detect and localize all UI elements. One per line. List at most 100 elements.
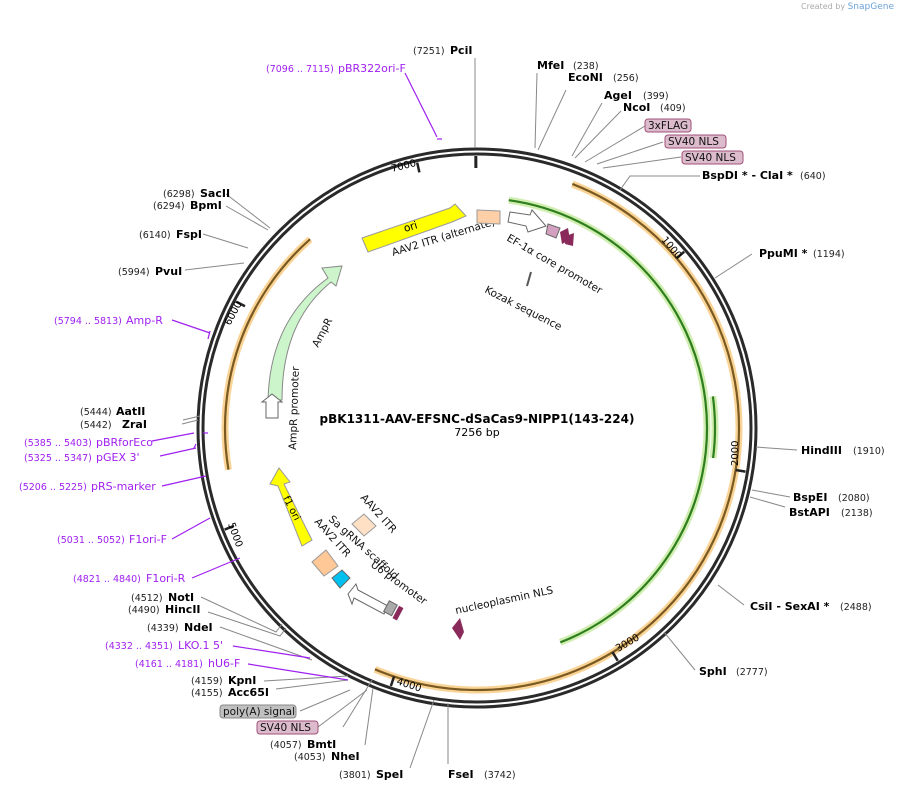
enzyme-fsei[interactable]: FseI: [448, 768, 474, 781]
enzyme-hincii[interactable]: HincII: [165, 603, 201, 616]
aav2-itr-alt[interactable]: [476, 209, 501, 225]
enzyme-pos: (5444): [80, 407, 112, 418]
enzyme-bmti[interactable]: BmtI: [307, 738, 336, 751]
ori-arrow[interactable]: [361, 203, 467, 253]
tick-2000: 2000: [730, 441, 741, 466]
polya-box[interactable]: [219, 704, 297, 719]
ampr-arc[interactable]: [223, 238, 311, 470]
enzyme-sphi[interactable]: SphI: [699, 665, 727, 678]
kozak-label: Kozak sequence: [483, 284, 564, 333]
enzyme-ndei[interactable]: NdeI: [184, 621, 213, 634]
enzyme-hindiii[interactable]: HindIII: [801, 444, 842, 457]
enzyme-pvui[interactable]: PvuI: [155, 265, 182, 278]
enzyme-agei[interactable]: AgeI: [604, 89, 632, 102]
nucleoplasmin-label: nucleoplasmin NLS: [454, 584, 555, 617]
dsacas9-arc[interactable]: [508, 199, 709, 644]
enzyme-mfei[interactable]: MfeI: [537, 59, 564, 72]
polya-label: poly(A) signal: [223, 706, 295, 718]
tick-mark-2000: [735, 468, 746, 473]
enzyme-csii-sexai[interactable]: CsiI - SexAI *: [750, 600, 830, 613]
primer-hu6-f[interactable]: hU6-F: [208, 657, 240, 670]
ampr-arrow[interactable]: [267, 265, 343, 401]
tick-mark-4000: [389, 676, 396, 687]
enzyme-pos: (6294): [153, 201, 185, 212]
sv40-nls-box-3[interactable]: [256, 720, 319, 735]
enzyme-pos: (4512): [131, 593, 163, 604]
enzyme-pos: (399): [643, 91, 669, 102]
enzyme-pos: (6298): [163, 189, 195, 200]
primer-f1ori-r[interactable]: F1ori-R: [146, 572, 186, 585]
tick-1000: 1000: [659, 235, 684, 262]
enzyme-spei[interactable]: SpeI: [376, 768, 403, 781]
primer-pgex-3[interactable]: pGEX 3': [96, 451, 140, 464]
enzyme-pcii[interactable]: PciI: [450, 44, 472, 57]
plasmid-size: 7256 bp: [454, 426, 499, 439]
ticks: [224, 155, 746, 687]
sv40-nls-box-2[interactable]: [681, 150, 744, 165]
sv40-nls-label: SV40 NLS: [668, 136, 719, 148]
sv40-nls-label-2: SV40 NLS: [685, 152, 736, 164]
tick-mark-7000: [415, 162, 421, 173]
enzyme-zrai[interactable]: ZraI: [122, 418, 147, 431]
snapgene-credit: Created by SnapGene: [801, 2, 894, 12]
sv40-nls-label-3: SV40 NLS: [260, 722, 311, 734]
3xflag-box[interactable]: [644, 118, 692, 133]
tick-mark-5000: [224, 524, 235, 531]
ampr-label: AmpR: [310, 316, 335, 349]
enzyme-sacii[interactable]: SacII: [200, 187, 230, 200]
sv40-nls-box[interactable]: [664, 134, 727, 149]
enzyme-pos: (4053): [294, 752, 326, 763]
sv40-nls-feature-3: [392, 605, 404, 621]
primer-pos: (5325 .. 5347): [24, 453, 92, 464]
enzyme-nhei[interactable]: NheI: [331, 750, 360, 763]
kozak-mark: [526, 271, 532, 287]
enzyme-pos: (238): [573, 61, 599, 72]
enzyme-pos: (1910): [853, 446, 885, 457]
enzyme-ppumi[interactable]: PpuMI *: [759, 247, 808, 260]
primer-prs-marker[interactable]: pRS-marker: [91, 480, 156, 493]
enzyme-econi[interactable]: EcoNI: [568, 71, 603, 84]
u6-promoter-arrow[interactable]: [347, 582, 389, 615]
plasmid-name: pBK1311-AAV-EFSNC-dSaCas9-NIPP1(143-224): [320, 412, 635, 426]
primer-pos: (5206 .. 5225): [19, 482, 87, 493]
enzyme-bspdi-clai[interactable]: BspDI * - ClaI *: [702, 169, 793, 182]
primer-pos: (7096 .. 7115): [266, 64, 334, 75]
enzyme-pos: (7251): [413, 46, 445, 57]
enzyme-bpmi[interactable]: BpmI: [190, 199, 222, 212]
enzyme-ncoi[interactable]: NcoI: [623, 101, 650, 114]
cas9-arc[interactable]: [374, 182, 741, 692]
enzyme-bspei[interactable]: BspEI: [793, 491, 827, 504]
enzyme-acc65i[interactable]: Acc65I: [228, 686, 269, 699]
enzyme-leader-lines: [181, 58, 798, 769]
primer-amp-r[interactable]: Amp-R: [126, 314, 163, 327]
enzyme-noti[interactable]: NotI: [168, 591, 194, 604]
enzyme-pos: (2138): [841, 508, 873, 519]
enzyme-aatii[interactable]: AatII: [116, 405, 145, 418]
ampr-promoter-label: AmpR promoter: [287, 366, 302, 450]
enzyme-fspi[interactable]: FspI: [176, 228, 202, 241]
aav2-itr-feature[interactable]: [351, 513, 377, 537]
sa-grna-scaffold-feature[interactable]: [331, 569, 351, 589]
enzyme-bstapi[interactable]: BstAPI: [789, 506, 830, 519]
tick-mark-6000: [235, 300, 246, 308]
primer-pos: (4161 .. 4181): [135, 659, 203, 670]
aav2-itr-feature-2[interactable]: [311, 549, 339, 577]
ampr-promoter-arrow[interactable]: [260, 393, 284, 419]
enzyme-kpni[interactable]: KpnI: [228, 674, 256, 687]
primer-labels: (7096 .. 7115) pBR322ori-F (5794 .. 5813)…: [19, 62, 406, 670]
backbone-outer: [196, 147, 758, 709]
primer-f1ori-f[interactable]: F1ori-F: [129, 533, 167, 546]
feature-arcs: [221, 180, 743, 694]
primer-pbrforeco[interactable]: pBRforEco: [96, 436, 153, 449]
primer-pbr322ori-f[interactable]: pBR322ori-F: [338, 62, 406, 75]
enzyme-pos: (6140): [139, 230, 171, 241]
primer-lko1-5[interactable]: LKO.1 5': [178, 639, 223, 652]
ef1a-arrow[interactable]: [507, 209, 547, 233]
polya-feature: [382, 600, 398, 617]
3xflag-feature: [545, 223, 561, 239]
f1-ori-arrow[interactable]: [269, 467, 313, 547]
credit-prefix: Created by: [801, 2, 846, 11]
nucleoplasmin-nls-feature: [452, 618, 464, 640]
green-arc-2[interactable]: [711, 396, 717, 459]
